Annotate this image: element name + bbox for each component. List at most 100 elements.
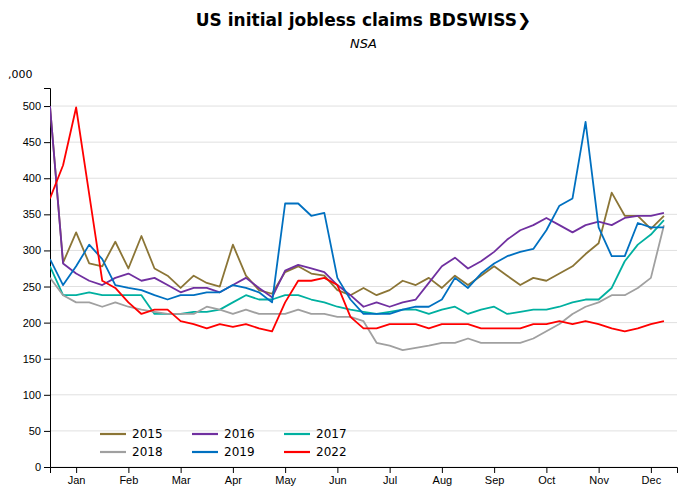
subtitle: NSA xyxy=(350,36,377,51)
x-tick-label: Sep xyxy=(485,474,505,486)
x-tick-label: Feb xyxy=(119,474,138,486)
x-tick: Nov xyxy=(589,467,609,486)
y-tick: 100 xyxy=(23,389,50,401)
y-tick-mark xyxy=(44,467,50,468)
title: US initial jobless claims BDSWISS❯ xyxy=(196,10,531,31)
series-line xyxy=(50,106,664,307)
x-axis-line xyxy=(51,468,678,474)
y-axis-line xyxy=(44,89,51,468)
x-tick-mark xyxy=(599,467,600,473)
y-tick: 250 xyxy=(23,281,50,293)
x-tick: Aug xyxy=(433,467,453,486)
y-tick-label: 450 xyxy=(23,136,41,148)
grid-line xyxy=(50,106,677,107)
y-tick-label: 250 xyxy=(23,281,41,293)
legend: 2015 2016 2017 2018 2019 2022 xyxy=(100,427,347,459)
y-tick-mark xyxy=(44,214,50,215)
y-axis: 0 50 100 150 200 250 300 350 400 450 500 xyxy=(23,89,51,474)
x-tick-mark xyxy=(337,467,338,473)
x-tick-mark xyxy=(181,467,182,473)
x-tick-mark xyxy=(233,467,234,473)
legend-item: 2017 xyxy=(284,427,347,441)
y-tick-mark xyxy=(44,323,50,324)
y-tick-mark xyxy=(44,250,50,251)
chart: US initial jobless claims BDSWISS❯ NSA ,00… xyxy=(0,0,699,499)
x-tick: Sep xyxy=(485,467,505,486)
x-tick: Jan xyxy=(68,467,86,486)
grid-line xyxy=(50,214,677,215)
y-tick-label: 300 xyxy=(23,244,41,256)
x-tick-label: Mar xyxy=(172,474,191,486)
x-tick: Dec xyxy=(642,467,662,486)
y-tick-mark xyxy=(44,431,50,432)
y-tick: 0 xyxy=(35,461,50,473)
x-tick: Mar xyxy=(172,467,191,486)
x-tick-mark xyxy=(442,467,443,473)
x-tick-label: Dec xyxy=(642,474,662,486)
legend-label: 2019 xyxy=(224,445,255,459)
y-tick-label: 200 xyxy=(23,317,41,329)
y-tick-label: 400 xyxy=(23,172,41,184)
legend-label: 2018 xyxy=(132,445,163,459)
legend-label: 2015 xyxy=(132,427,163,441)
y-tick-label: 500 xyxy=(23,100,41,112)
x-tick-mark xyxy=(546,467,547,473)
legend-swatch xyxy=(192,433,218,435)
x-tick-mark xyxy=(390,467,391,473)
y-tick-mark xyxy=(44,287,50,288)
x-tick-label: Jul xyxy=(383,474,397,486)
y-tick-label: 0 xyxy=(35,461,41,473)
grid-line xyxy=(50,286,677,287)
y-tick: 350 xyxy=(23,208,50,220)
legend-item: 2015 xyxy=(100,427,163,441)
x-tick: May xyxy=(275,467,296,486)
x-tick: Oct xyxy=(538,467,555,486)
series-line xyxy=(50,220,664,314)
x-tick: Apr xyxy=(225,467,242,486)
grid xyxy=(50,106,677,467)
x-tick-mark xyxy=(285,467,286,473)
legend-item: 2016 xyxy=(192,427,255,441)
y-tick-label: 100 xyxy=(23,389,41,401)
x-tick: Jun xyxy=(329,467,347,486)
series-line xyxy=(50,106,664,295)
y-tick-label: 50 xyxy=(29,425,41,437)
x-tick-label: Oct xyxy=(538,474,555,486)
legend-item: 2022 xyxy=(284,445,347,459)
y-tick-mark xyxy=(44,106,50,107)
legend-swatch xyxy=(284,451,310,453)
y-tick-mark xyxy=(44,395,50,396)
y-tick: 450 xyxy=(23,136,50,148)
y-tick: 300 xyxy=(23,244,50,256)
y-tick: 400 xyxy=(23,172,50,184)
x-tick: Jul xyxy=(383,467,397,486)
x-tick-label: Aug xyxy=(433,474,453,486)
y-tick: 150 xyxy=(23,353,50,365)
plot-area xyxy=(50,106,664,350)
x-tick-label: Nov xyxy=(589,474,609,486)
legend-swatch xyxy=(100,433,126,435)
grid-line xyxy=(50,394,677,395)
grid-line xyxy=(50,250,677,251)
x-tick-mark xyxy=(494,467,495,473)
grid-line xyxy=(50,178,677,179)
x-axis: Jan Feb Mar Apr May Jun Jul Aug Sep Oct Nov Dec xyxy=(51,467,678,486)
y-tick-label: 150 xyxy=(23,353,41,365)
x-tick-label: Jun xyxy=(329,474,347,486)
legend-label: 2017 xyxy=(316,427,347,441)
series-line xyxy=(50,122,664,314)
legend-label: 2016 xyxy=(224,427,255,441)
y-tick-mark xyxy=(44,142,50,143)
x-tick: Feb xyxy=(119,467,138,486)
y-tick-mark xyxy=(44,359,50,360)
y-axis-label: ,000 xyxy=(8,68,33,81)
x-tick-label: Jan xyxy=(68,474,86,486)
legend-swatch xyxy=(192,451,218,453)
x-tick-label: May xyxy=(275,474,296,486)
legend-swatch xyxy=(100,451,126,453)
y-tick: 200 xyxy=(23,317,50,329)
y-tick: 50 xyxy=(29,425,50,437)
grid-line xyxy=(50,358,677,359)
series-line xyxy=(50,225,664,350)
x-tick-label: Apr xyxy=(225,474,242,486)
